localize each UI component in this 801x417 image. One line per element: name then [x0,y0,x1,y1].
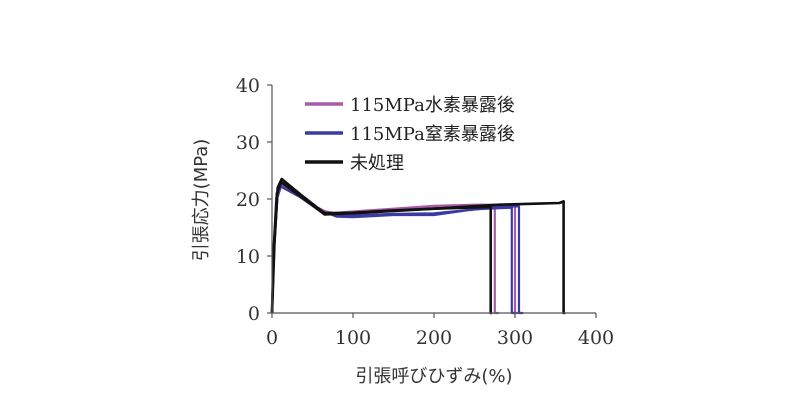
y-tick-label: 40 [236,75,260,97]
y-axis-title: 引張応力(MPa) [191,139,212,262]
y-tick-label: 0 [248,303,260,325]
y-tick-label: 30 [236,132,260,154]
legend-label: 115MPa水素暴露後 [350,95,515,116]
x-tick-label: 200 [416,327,452,349]
x-tick-label: 100 [335,327,371,349]
y-tick-label: 20 [236,189,260,211]
x-tick-label: 400 [578,327,614,349]
plot-area [270,177,566,315]
x-tick-label: 300 [497,327,533,349]
y-tick-label: 10 [236,246,260,268]
x-tick-label: 0 [266,327,278,349]
legend-label: 未処理 [350,153,404,174]
series-line-3-specimen-2 [270,180,566,315]
legend-label: 115MPa窒素暴露後 [350,124,515,145]
x-axis-title: 引張呼びひずみ(%) [355,366,512,387]
axes [271,85,596,314]
